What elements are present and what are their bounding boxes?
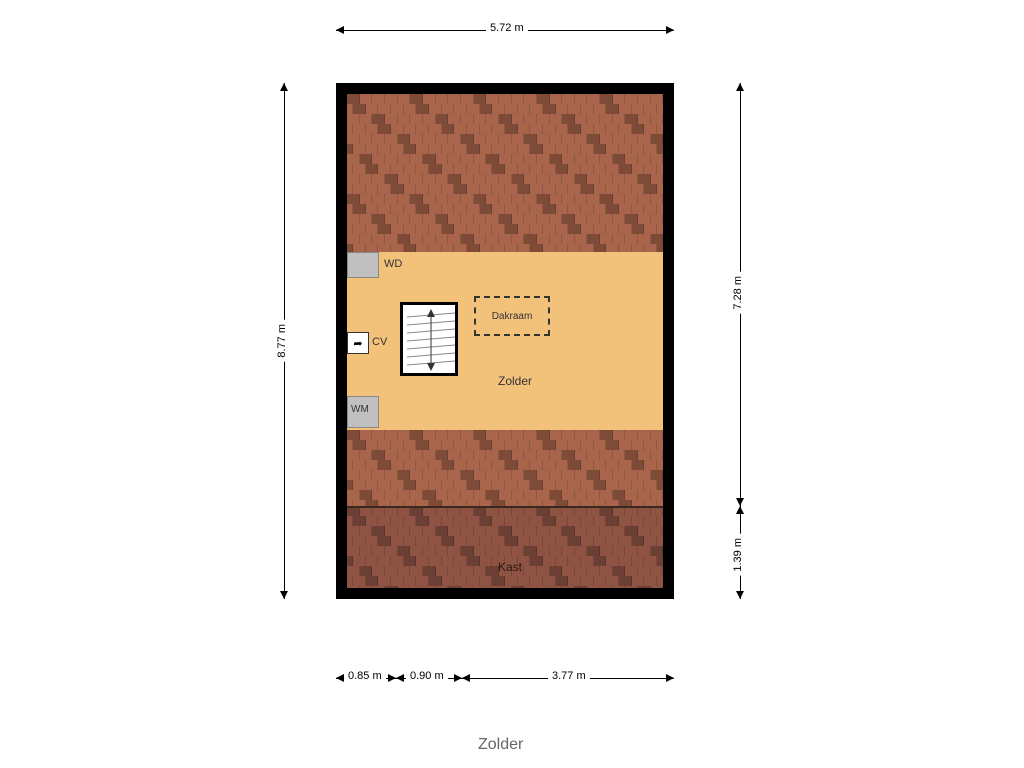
stairs — [400, 302, 458, 376]
dim-bottom-2-text: 0.90 m — [406, 670, 448, 682]
dim-right-upper-text: 7.28 m — [732, 272, 744, 314]
wd-label: WD — [384, 258, 402, 270]
wd-appliance — [347, 252, 379, 278]
dim-right-lower-text: 1.39 m — [732, 534, 744, 576]
stairs-svg — [407, 309, 455, 373]
roof-bottom-1 — [347, 430, 663, 506]
floorplan-canvas: WD WM ➦ CV Dakraam Zolder Kast 5.72 m — [0, 0, 1024, 768]
cv-box: ➦ — [347, 332, 369, 354]
zolder-label: Zolder — [498, 374, 532, 388]
kast-label: Kast — [498, 560, 522, 574]
roof-bottom-2 — [347, 506, 663, 588]
cv-icon: ➦ — [353, 337, 362, 350]
roof-top — [347, 94, 663, 252]
floorplan-title: Zolder — [478, 736, 523, 754]
dim-left-text: 8.77 m — [276, 320, 288, 362]
wm-label: WM — [351, 404, 369, 415]
dakraam-label: Dakraam — [492, 311, 533, 322]
roof-divider — [347, 506, 663, 508]
dim-top-text: 5.72 m — [486, 22, 528, 34]
dim-bottom-3-text: 3.77 m — [548, 670, 590, 682]
dakraam: Dakraam — [474, 296, 550, 336]
dim-bottom-1-text: 0.85 m — [344, 670, 386, 682]
cv-label: CV — [372, 336, 387, 348]
